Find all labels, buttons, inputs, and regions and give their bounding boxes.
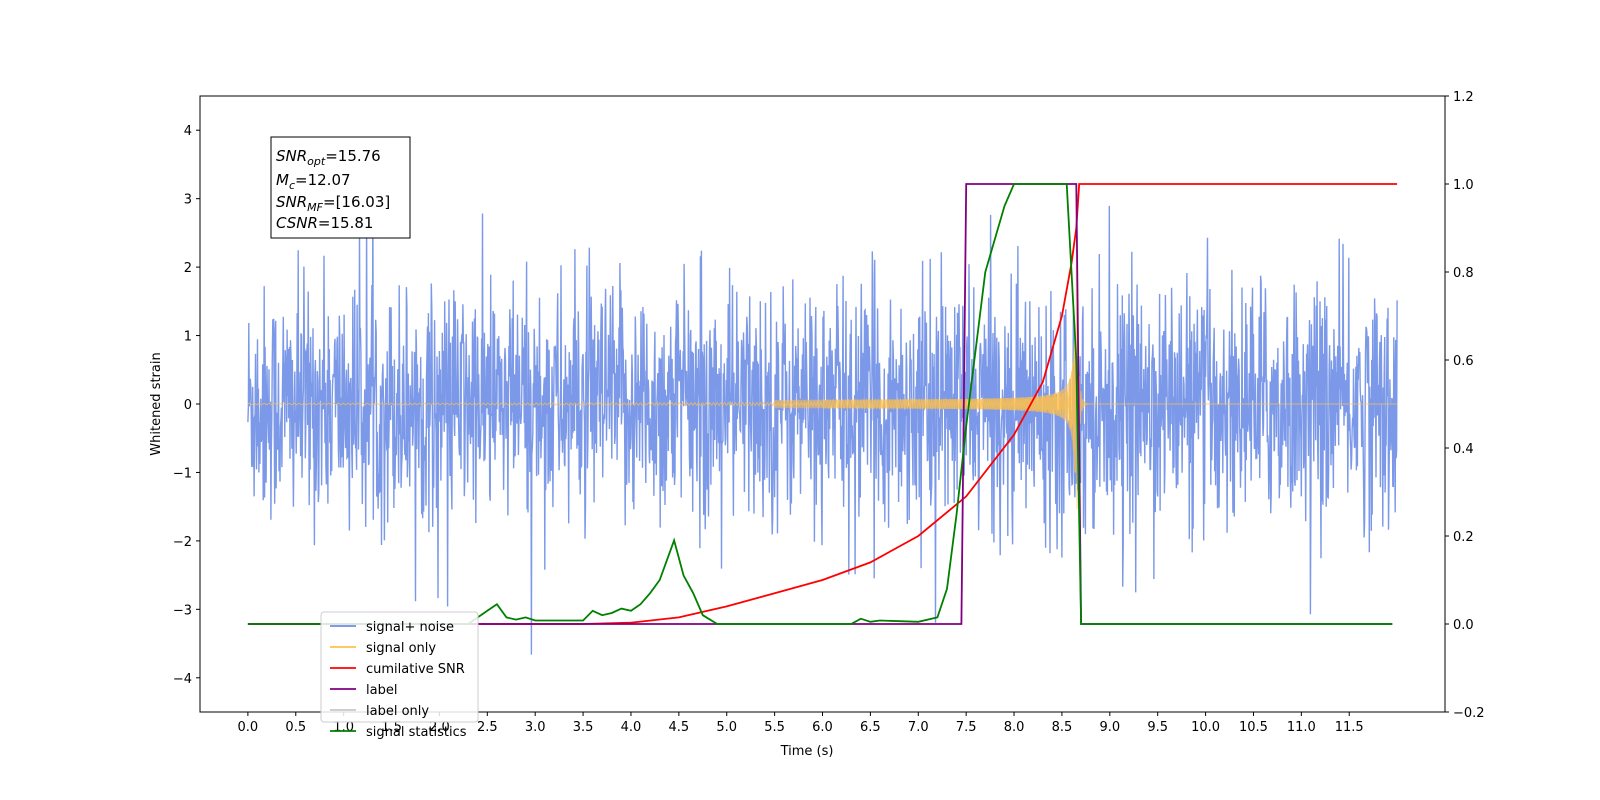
annotation-mc: Mc=12.07 xyxy=(276,171,351,192)
legend-items: signal+ noise signal only cumilative SNR la… xyxy=(330,620,467,740)
legend-label: signal statistics xyxy=(366,725,467,740)
snr-mf-value: =[16.03] xyxy=(323,193,390,211)
x-tick-label: 1.5 xyxy=(381,720,402,735)
line-series-group xyxy=(247,183,1398,625)
csnr-name: CSNR xyxy=(276,214,318,232)
y-tick-label: 4 xyxy=(184,124,192,139)
snr-mf-name: SNR xyxy=(276,193,307,211)
y-axis-ticks: 4 3 2 1 0 −1 −2 −3 −4 xyxy=(173,124,200,687)
y-tick-label: −2 xyxy=(173,535,192,550)
x-tick-label: 8.5 xyxy=(1052,720,1073,735)
x-tick-label: 4.0 xyxy=(621,720,642,735)
x-tick-label: 6.5 xyxy=(860,720,881,735)
x-tick-label: 9.0 xyxy=(1099,720,1120,735)
snr-opt-sub: opt xyxy=(307,155,326,168)
y2-tick-label: 1.2 xyxy=(1453,90,1474,105)
x-tick-label: 11.5 xyxy=(1335,720,1364,735)
snr-opt-name: SNR xyxy=(276,147,307,165)
y2-tick-label: 1.0 xyxy=(1453,178,1474,193)
signal-only-series xyxy=(247,248,1398,510)
x-axis-label: Time (s) xyxy=(780,744,834,759)
x-tick-label: 9.5 xyxy=(1147,720,1168,735)
annotation-snr-mf: SNRMF=[16.03] xyxy=(276,193,390,214)
legend-label: label only xyxy=(366,704,429,719)
mc-sub: c xyxy=(289,179,295,192)
signal-only-envelope xyxy=(774,335,1077,473)
x-tick-label: 0.0 xyxy=(238,720,259,735)
y-tick-label: −3 xyxy=(173,603,192,618)
y2-tick-label: 0.4 xyxy=(1453,442,1474,457)
snr-opt-value: =15.76 xyxy=(325,147,381,165)
plot-area xyxy=(247,182,1398,655)
y2-tick-label: 0.6 xyxy=(1453,354,1474,369)
csnr-value: =15.81 xyxy=(318,214,374,232)
x-axis-ticks: 0.0 0.5 1.0 1.5 2.0 2.5 3.0 3.5 4.0 4.5 5.0 5.5 6.0 6… xyxy=(238,712,1364,735)
y-tick-label: 3 xyxy=(184,193,192,208)
y-tick-label: 0 xyxy=(184,398,192,413)
x-tick-label: 10.0 xyxy=(1191,720,1220,735)
x-tick-label: 7.0 xyxy=(908,720,929,735)
signal-noise-line xyxy=(247,182,1398,655)
mc-name: M xyxy=(276,171,289,189)
y2-tick-label: −0.2 xyxy=(1453,706,1485,721)
x-tick-label: 6.0 xyxy=(812,720,833,735)
x-tick-label: 10.5 xyxy=(1239,720,1268,735)
x-tick-label: 5.5 xyxy=(764,720,785,735)
x-tick-label: 2.0 xyxy=(429,720,450,735)
y-tick-label: −1 xyxy=(173,466,192,481)
x-tick-label: 5.0 xyxy=(716,720,737,735)
x-tick-label: 0.5 xyxy=(285,720,306,735)
annotation-box: SNRopt=15.76 Mc=12.07 SNRMF=[16.03] CSNR… xyxy=(270,136,411,239)
y-axis-label: Whitened strain xyxy=(149,352,164,455)
legend-label: cumilative SNR xyxy=(366,662,465,677)
y-tick-label: 2 xyxy=(184,261,192,276)
x-tick-label: 8.0 xyxy=(1004,720,1025,735)
mc-value: =12.07 xyxy=(295,171,351,189)
y2-tick-label: 0.8 xyxy=(1453,266,1474,281)
legend-label: signal only xyxy=(366,641,436,656)
signal-noise-series xyxy=(247,182,1398,655)
x-tick-label: 4.5 xyxy=(669,720,690,735)
annotation-csnr: CSNR=15.81 xyxy=(276,214,373,232)
x-tick-label: 3.5 xyxy=(573,720,594,735)
x-tick-label: 11.0 xyxy=(1287,720,1316,735)
legend: signal+ noise signal only cumilative SNR la… xyxy=(320,611,479,740)
legend-label: label xyxy=(366,683,397,698)
y-tick-label: −4 xyxy=(173,672,192,687)
snr-mf-sub: MF xyxy=(307,201,323,214)
x-tick-label: 2.5 xyxy=(477,720,498,735)
x-tick-label: 7.5 xyxy=(956,720,977,735)
annotation-snr-opt: SNRopt=15.76 xyxy=(276,147,381,168)
legend-frame xyxy=(320,611,479,723)
signal-statistics-line xyxy=(247,183,1393,625)
y2-tick-label: 0.2 xyxy=(1453,530,1474,545)
y-tick-label: 1 xyxy=(184,330,192,345)
x-tick-label: 3.0 xyxy=(525,720,546,735)
y2-axis-ticks: 1.2 1.0 0.8 0.6 0.4 0.2 0.0 −0.2 xyxy=(1445,90,1485,721)
annotation-frame xyxy=(270,136,411,239)
y2-tick-label: 0.0 xyxy=(1453,618,1474,633)
cumilative-snr-line xyxy=(247,183,1398,625)
legend-label: signal+ noise xyxy=(366,620,454,635)
